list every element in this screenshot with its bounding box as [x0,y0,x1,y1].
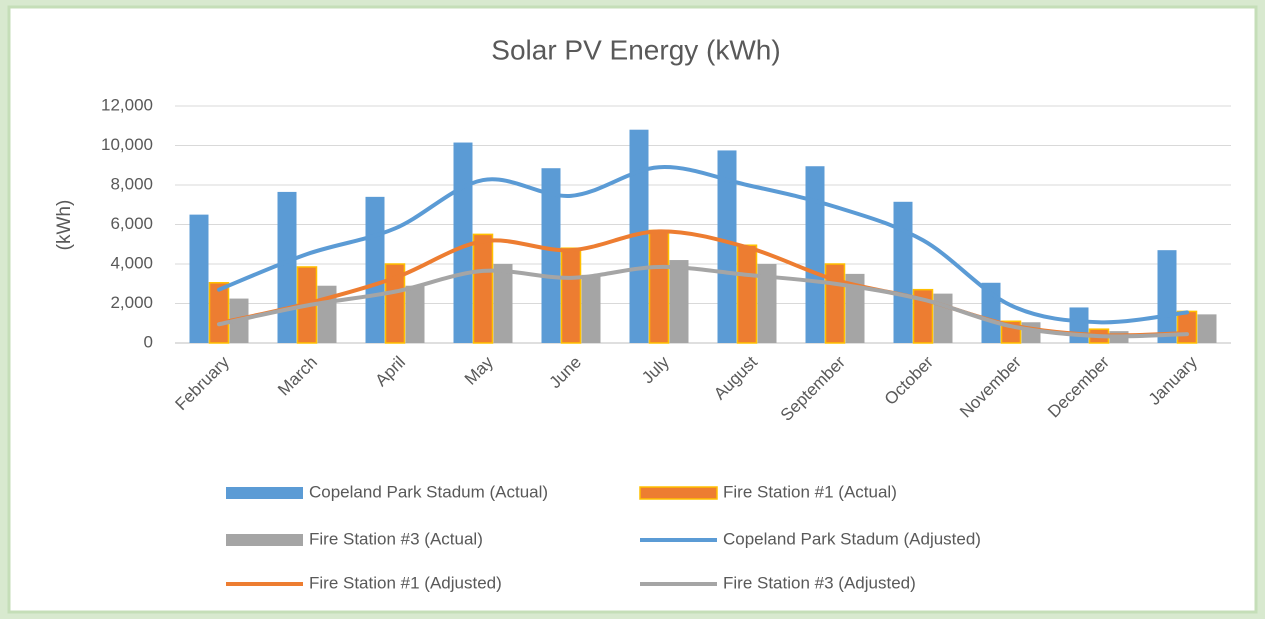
y-tick-label: 2,000 [110,293,153,312]
legend-label: Fire Station #1 (Adjusted) [309,573,502,592]
legend-label: Copeland Park Stadum (Adjusted) [723,529,981,548]
bar [669,260,689,343]
bar [560,247,582,344]
bar [384,263,406,344]
bar [317,285,337,343]
bar [1157,250,1177,343]
y-tick-label: 10,000 [101,135,153,154]
y-axis-label: (kWh) [54,200,75,251]
bar [805,166,825,343]
bar [365,196,385,343]
legend-label: Fire Station #1 (Actual) [723,482,897,501]
y-tick-label: 12,000 [101,95,153,114]
y-tick-label: 8,000 [110,174,153,193]
bar [581,274,601,343]
legend-swatch [226,487,303,499]
bar [189,214,209,343]
bar [277,191,297,343]
bar [405,285,425,343]
y-tick-label: 6,000 [110,214,153,233]
bar [736,244,758,344]
bar [1197,314,1217,343]
bar [893,201,913,343]
bar [757,264,777,343]
bar [933,293,953,343]
bar [541,168,561,343]
bar [648,229,670,344]
line [217,264,1189,339]
bar [845,273,865,343]
bar [493,264,513,343]
legend-swatch [226,534,303,546]
legend-swatch [639,486,718,500]
bar [1176,310,1198,344]
legend-label: Copeland Park Stadum (Actual) [309,482,548,501]
bar [629,129,649,343]
legend-label: Fire Station #3 (Actual) [309,529,483,548]
line [217,165,1189,325]
bar [453,142,473,343]
y-tick-label: 0 [144,332,153,351]
bar [208,282,230,344]
bar [717,150,737,343]
bar [1069,307,1089,343]
bar [472,233,494,344]
legend-label: Fire Station #3 (Adjusted) [723,573,916,592]
chart-title: Solar PV Energy (kWh) [491,34,780,65]
bar [912,288,934,344]
y-tick-label: 4,000 [110,253,153,272]
